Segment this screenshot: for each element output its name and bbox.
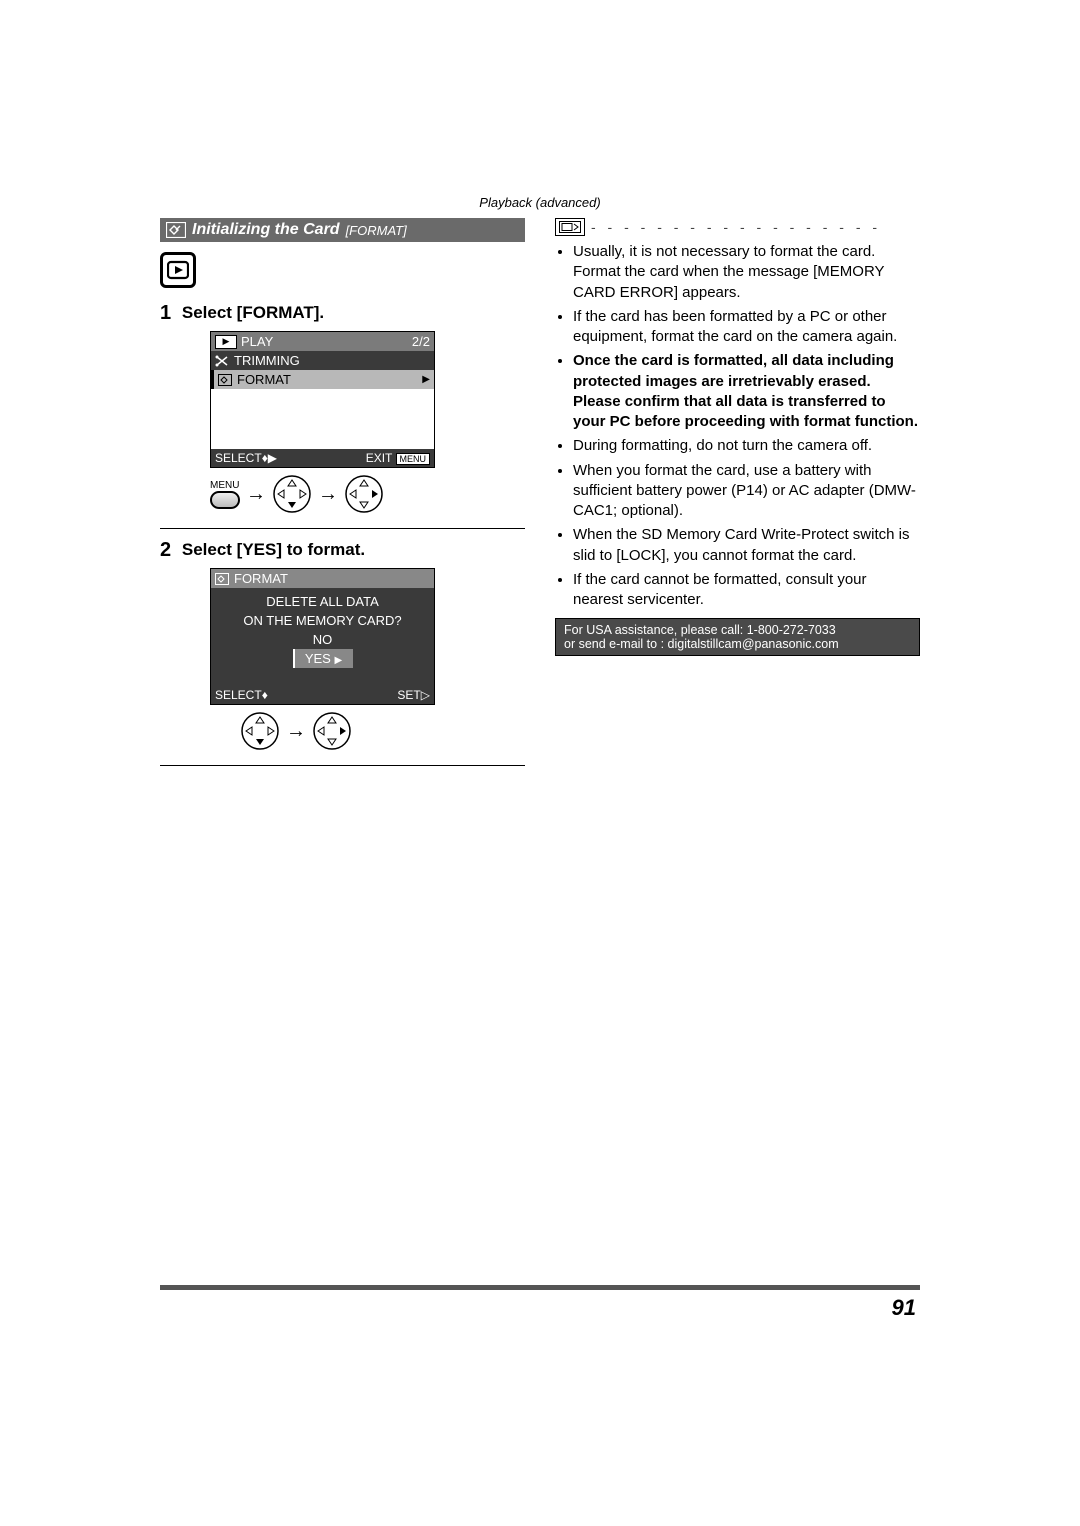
lcd2-footer-right: SET▷ bbox=[397, 688, 430, 702]
assist-line-1: For USA assistance, please call: 1-800-2… bbox=[564, 623, 911, 637]
lcd1-row-format: FORMAT ▶ bbox=[211, 370, 434, 389]
lcd1-format-label: FORMAT bbox=[237, 372, 291, 387]
section-header: Playback (advanced) bbox=[160, 195, 920, 210]
note-5: When you format the card, use a battery … bbox=[573, 461, 920, 522]
notes-list: Usually, it is not necessary to format t… bbox=[555, 242, 920, 610]
left-column: Initializing the Card [FORMAT] 1 Select … bbox=[160, 218, 525, 776]
step1-nav-row: MENU → → bbox=[210, 474, 525, 514]
note-3: Once the card is formatted, all data inc… bbox=[573, 351, 920, 432]
format-row-icon bbox=[218, 374, 232, 386]
lcd1-select: SELECT bbox=[215, 451, 262, 465]
note-7: If the card cannot be formatted, consult… bbox=[573, 570, 920, 611]
lcd-screen-2: FORMAT DELETE ALL DATA ON THE MEMORY CAR… bbox=[210, 568, 435, 705]
assist-box: For USA assistance, please call: 1-800-2… bbox=[555, 618, 920, 656]
dpad-1 bbox=[272, 474, 312, 514]
format-icon bbox=[166, 222, 186, 238]
arrow-icon: → bbox=[246, 483, 266, 506]
step-1-label: Select [FORMAT]. bbox=[182, 303, 324, 322]
lcd1-right-arrow: ▶ bbox=[422, 374, 430, 385]
lcd2-no: NO bbox=[211, 630, 434, 649]
lcd1-page: 2/2 bbox=[412, 334, 430, 349]
section-title: Initializing the Card bbox=[192, 221, 340, 239]
step-1-number: 1 bbox=[160, 302, 171, 324]
updown-icon: ♦▶ bbox=[262, 451, 277, 465]
lcd2-footer-left: SELECT♦ bbox=[215, 688, 268, 702]
dashes: - - - - - - - - - - - - - - - - - - bbox=[591, 219, 920, 235]
lcd2-yes-label: YES bbox=[305, 651, 331, 666]
lcd1-play-label: PLAY bbox=[241, 334, 273, 349]
note-4: During formatting, do not turn the camer… bbox=[573, 436, 920, 456]
section-title-band: Initializing the Card [FORMAT] bbox=[160, 218, 525, 242]
lcd1-exit: EXIT bbox=[366, 451, 392, 465]
menu-label: MENU bbox=[210, 480, 240, 491]
dpad-2 bbox=[344, 474, 384, 514]
lcd2-select: SELECT bbox=[215, 688, 262, 702]
dpad-4 bbox=[312, 711, 352, 751]
lcd1-header: ▶ PLAY 2/2 bbox=[211, 332, 434, 351]
lcd2-line1: DELETE ALL DATA bbox=[211, 592, 434, 611]
step-2-lcd-wrap: FORMAT DELETE ALL DATA ON THE MEMORY CAR… bbox=[210, 568, 525, 751]
arrow-icon: → bbox=[318, 483, 338, 506]
assist-line-2: or send e-mail to : digitalstillcam@pana… bbox=[564, 637, 911, 651]
right-triangle-icon: ▷ bbox=[421, 688, 430, 702]
step-2-number: 2 bbox=[160, 539, 171, 561]
lcd1-trimming-label: TRIMMING bbox=[234, 353, 300, 368]
lcd-screen-1: ▶ PLAY 2/2 TRIMMING FORMAT ▶ bbox=[210, 331, 435, 468]
step-2-label: Select [YES] to format. bbox=[182, 540, 365, 559]
lcd1-row-trimming: TRIMMING bbox=[211, 351, 434, 370]
lcd2-footer: SELECT♦ SET▷ bbox=[211, 686, 434, 704]
step-1-lcd-wrap: ▶ PLAY 2/2 TRIMMING FORMAT ▶ bbox=[210, 331, 525, 514]
lcd1-footer-left: SELECT♦▶ bbox=[215, 451, 277, 465]
lcd2-header-label: FORMAT bbox=[234, 571, 288, 586]
lcd1-footer-right: EXIT MENU bbox=[366, 451, 430, 465]
footer-rule bbox=[160, 1285, 920, 1290]
note-2: If the card has been formatted by a PC o… bbox=[573, 307, 920, 348]
note-icon bbox=[555, 218, 585, 236]
format-icon bbox=[215, 573, 229, 585]
lcd2-line2: ON THE MEMORY CARD? bbox=[211, 611, 434, 630]
step-1-heading: 1 Select [FORMAT]. bbox=[160, 302, 525, 325]
manual-page: Playback (advanced) Initializing the Car… bbox=[160, 195, 920, 776]
page-number: 91 bbox=[892, 1295, 916, 1321]
lcd1-empty bbox=[211, 389, 434, 449]
divider bbox=[160, 765, 525, 766]
divider bbox=[160, 528, 525, 529]
dpad-3 bbox=[240, 711, 280, 751]
note-1: Usually, it is not necessary to format t… bbox=[573, 242, 920, 303]
menu-badge: MENU bbox=[396, 453, 431, 465]
updown-icon: ♦ bbox=[262, 688, 268, 702]
note-6: When the SD Memory Card Write-Protect sw… bbox=[573, 525, 920, 566]
arrow-icon: → bbox=[286, 720, 306, 743]
lcd2-yes: YES ▶ bbox=[293, 649, 353, 668]
right-column: - - - - - - - - - - - - - - - - - - Usua… bbox=[555, 218, 920, 776]
section-tag: [FORMAT] bbox=[346, 223, 407, 238]
menu-button-group: MENU bbox=[210, 480, 240, 509]
notes-header: - - - - - - - - - - - - - - - - - - bbox=[555, 218, 920, 236]
lcd1-footer: SELECT♦▶ EXIT MENU bbox=[211, 449, 434, 467]
playback-mode-icon bbox=[160, 252, 196, 288]
two-column-layout: Initializing the Card [FORMAT] 1 Select … bbox=[160, 218, 920, 776]
step2-nav-row: → bbox=[240, 711, 525, 751]
right-triangle-icon: ▶ bbox=[334, 655, 342, 666]
lcd2-body: DELETE ALL DATA ON THE MEMORY CARD? NO Y… bbox=[211, 588, 434, 686]
play-icon: ▶ bbox=[215, 335, 237, 349]
trimming-icon bbox=[215, 355, 229, 367]
step-2-heading: 2 Select [YES] to format. bbox=[160, 539, 525, 562]
lcd2-set: SET bbox=[397, 688, 420, 702]
menu-button bbox=[210, 491, 240, 509]
lcd2-header: FORMAT bbox=[211, 569, 434, 588]
